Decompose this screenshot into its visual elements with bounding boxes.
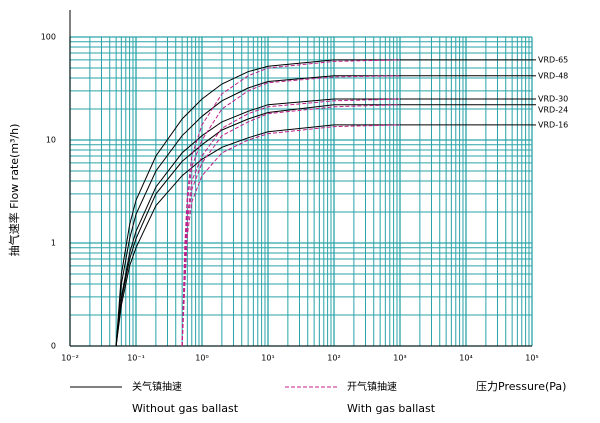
x-tick-label: 10⁴ — [459, 354, 472, 363]
legend-caption: Without gas ballast — [132, 402, 239, 415]
y-tick-label: 10 — [46, 136, 56, 145]
x-tick-label: 10⁵ — [525, 354, 538, 363]
legend-caption: With gas ballast — [347, 402, 436, 415]
curve — [115, 98, 532, 347]
curve-label: VRD-65 — [538, 55, 568, 64]
x-tick-label: 10⁻² — [61, 354, 79, 363]
y-tick-label: 0 — [51, 342, 56, 351]
x-tick-label: 10³ — [393, 354, 406, 363]
x-axis-label: 压力Pressure(Pa) — [476, 380, 566, 393]
legend-label: 开气镇抽速 — [347, 380, 397, 393]
curve — [181, 124, 401, 347]
x-tick-label: 10² — [327, 354, 340, 363]
curve-label: VRD-16 — [538, 120, 568, 129]
curve-label: VRD-30 — [538, 95, 568, 104]
y-tick-label: 1 — [51, 239, 56, 248]
curve — [181, 98, 401, 347]
curve — [181, 75, 401, 347]
curve — [181, 104, 401, 347]
x-tick-label: 10⁰ — [195, 354, 208, 363]
legend-label: 关气镇抽速 — [132, 380, 182, 393]
curve-label: VRD-24 — [538, 106, 568, 115]
curve — [115, 59, 532, 347]
curve — [115, 75, 532, 347]
y-tick-label: 100 — [41, 33, 56, 42]
curve-label: VRD-48 — [538, 71, 568, 80]
curve — [115, 124, 532, 347]
y-axis-label: 抽气速率 Flow rate(m³/h) — [7, 124, 21, 257]
curve — [115, 104, 532, 347]
x-tick-label: 10¹ — [261, 354, 274, 363]
x-tick-label: 10⁻¹ — [127, 354, 145, 363]
